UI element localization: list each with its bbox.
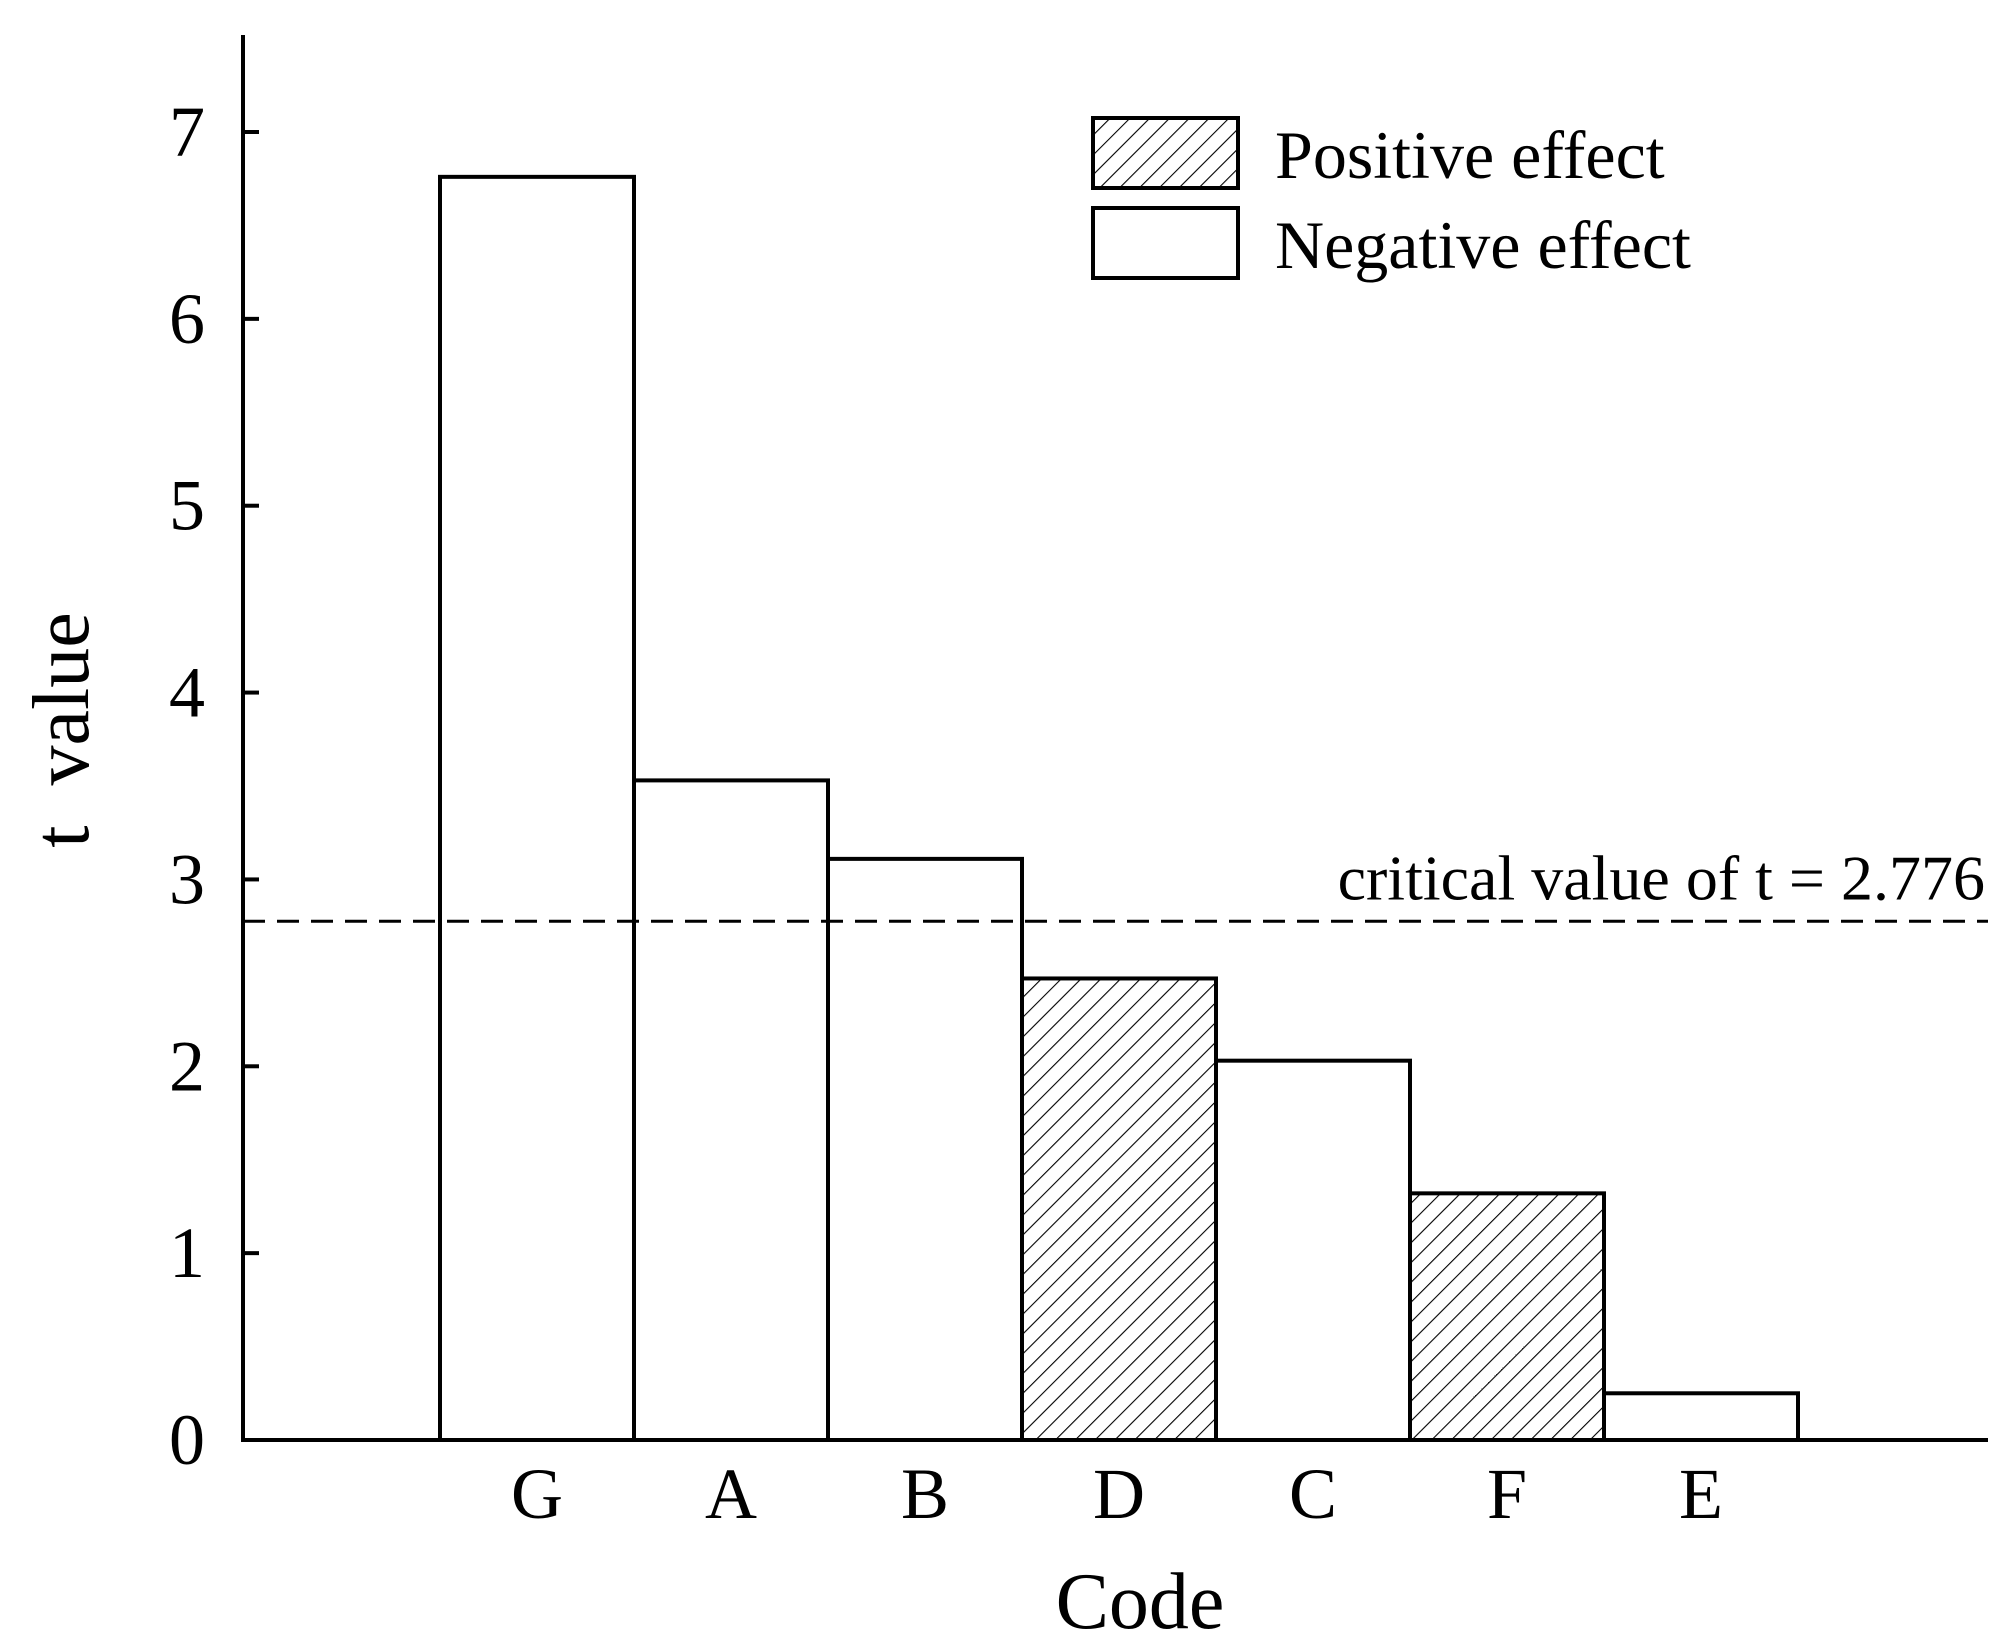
bars-layer xyxy=(438,174,1800,1443)
legend-swatch-negative xyxy=(1091,206,1240,280)
x-tick-label-A: A xyxy=(705,1454,757,1534)
y-tick-label-1: 1 xyxy=(169,1213,205,1293)
legend-label-positive: Positive effect xyxy=(1275,117,1665,193)
y-tick-label-6: 6 xyxy=(169,279,205,359)
x-tick-label-G: G xyxy=(511,1454,563,1534)
x-tick-label-D: D xyxy=(1093,1454,1145,1534)
y-tick-label-2: 2 xyxy=(169,1026,205,1106)
y-axis-title: t value xyxy=(18,612,106,847)
x-tick-label-F: F xyxy=(1487,1454,1527,1534)
y-tick-label-7: 7 xyxy=(169,92,205,172)
bar-G xyxy=(438,174,636,1443)
bar-F xyxy=(1408,1191,1606,1442)
legend-swatch-positive xyxy=(1091,116,1240,190)
bar-D xyxy=(1020,976,1218,1442)
critical-value-label: critical value of t = 2.776 xyxy=(1338,842,1985,913)
bar-B xyxy=(826,856,1024,1442)
y-tick-label-4: 4 xyxy=(169,653,205,733)
x-tick-label-B: B xyxy=(901,1454,949,1534)
x-tick-label-C: C xyxy=(1289,1454,1337,1534)
x-axis-title: Code xyxy=(1056,1558,1225,1646)
y-ticks-layer: 0 1 2 3 4 5 6 7 xyxy=(169,92,259,1480)
legend: Positive effect Negative effect xyxy=(1091,116,1691,283)
y-tick-label-0: 0 xyxy=(169,1400,205,1480)
bar-A xyxy=(632,778,830,1442)
y-tick-label-5: 5 xyxy=(169,466,205,546)
bar-E xyxy=(1602,1391,1800,1443)
x-tick-label-E: E xyxy=(1679,1454,1723,1534)
bar-C xyxy=(1214,1058,1412,1443)
legend-label-negative: Negative effect xyxy=(1275,207,1691,283)
y-tick-label-3: 3 xyxy=(169,839,205,919)
